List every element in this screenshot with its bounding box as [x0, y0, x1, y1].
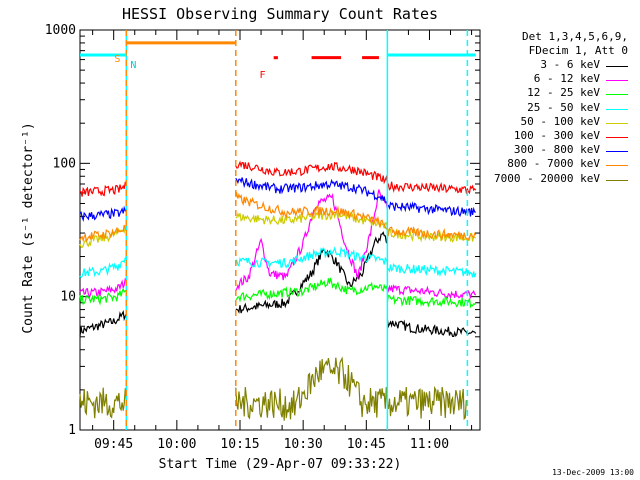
legend-entry: 12 - 25 keV — [527, 86, 600, 100]
series-line-6-12-kev — [386, 283, 477, 300]
x-tick-label: 11:00 — [410, 437, 449, 452]
series-line-7000-20000-kev — [235, 356, 388, 421]
series-line-300-800-kev — [387, 201, 476, 218]
legend-swatch — [606, 165, 628, 167]
legend-entry: 25 - 50 keV — [527, 100, 600, 114]
legend-swatch — [606, 108, 628, 110]
legend-swatch — [606, 179, 628, 181]
legend-swatch — [606, 80, 628, 82]
series-line-25-50-kev — [235, 246, 388, 269]
legend-entry: 6 - 12 keV — [533, 72, 600, 86]
marker-label-s: S — [114, 54, 120, 65]
y-tick-label: 1000 — [45, 23, 76, 38]
x-tick-label: 09:45 — [94, 437, 133, 452]
legend-entry: 800 - 7000 keV — [507, 157, 600, 171]
legend-entry: 100 - 300 keV — [513, 129, 600, 142]
legend-swatch — [606, 137, 628, 138]
legend-entry: 3 - 6 keV — [540, 58, 600, 71]
series-line-50-100-kev — [386, 227, 477, 243]
series-line-3-6-kev — [386, 319, 477, 338]
y-tick-label: 1 — [68, 423, 76, 438]
legend-swatch — [606, 122, 628, 124]
series-line-25-50-kev — [386, 262, 477, 278]
series-line-12-25-kev — [235, 277, 388, 303]
legend-entry: 7000 - 20000 keV — [494, 171, 600, 185]
legend-swatch — [606, 94, 628, 96]
series-line-50-100-kev — [79, 225, 127, 249]
legend-entry: 300 - 800 keV — [513, 143, 600, 157]
x-tick-label: 10:45 — [347, 437, 386, 452]
legend-header-decimation: FDecim 1, Att 0 — [528, 44, 628, 57]
series-line-7000-20000-kev — [79, 387, 127, 419]
series-line-300-800-kev — [235, 177, 388, 203]
series-line-300-800-kev — [79, 205, 127, 222]
chart-title: HESSI Observing Summary Count Rates — [122, 5, 438, 23]
series-line-3-6-kev — [235, 231, 388, 314]
series-line-100-300-kev — [386, 181, 477, 195]
series-line-800-7000-kev — [386, 226, 477, 242]
legend-swatch — [606, 151, 628, 153]
y-axis-label: Count Rate (s⁻¹ detector⁻¹) — [21, 122, 36, 333]
series-line-800-7000-kev — [235, 191, 388, 230]
series-line-100-300-kev — [79, 181, 127, 197]
y-tick-label: 10 — [60, 290, 76, 305]
series-line-3-6-kev — [79, 310, 127, 337]
series-line-25-50-kev — [79, 256, 127, 279]
plot-frame — [79, 29, 481, 431]
y-tick-label: 100 — [53, 156, 76, 171]
legend-entry: 50 - 100 keV — [520, 114, 600, 128]
x-tick-label: 10:15 — [220, 437, 259, 452]
series-line-7000-20000-kev — [386, 385, 468, 421]
footer-timestamp: 13-Dec-2009 13:00 — [552, 468, 634, 477]
marker-label-f: F — [259, 70, 265, 81]
legend-swatch — [606, 66, 628, 67]
series-line-6-12-kev — [79, 278, 127, 299]
legend-header-detectors: Det 1,3,4,5,6,9, — [522, 30, 628, 43]
series-line-12-25-kev — [79, 287, 127, 306]
series-line-12-25-kev — [386, 294, 477, 309]
series-line-100-300-kev — [235, 160, 388, 185]
x-axis-label: Start Time (29-Apr-07 09:33:22) — [159, 457, 402, 472]
plot-area: 1 10 100 1000 09:45 10:00 10:15 10:30 10:45 11:00… — [45, 23, 481, 452]
marker-label-n: N — [130, 60, 136, 71]
x-tick-label: 10:30 — [284, 437, 323, 452]
series-line-800-7000-kev — [79, 224, 127, 243]
x-tick-label: 10:00 — [157, 437, 196, 452]
